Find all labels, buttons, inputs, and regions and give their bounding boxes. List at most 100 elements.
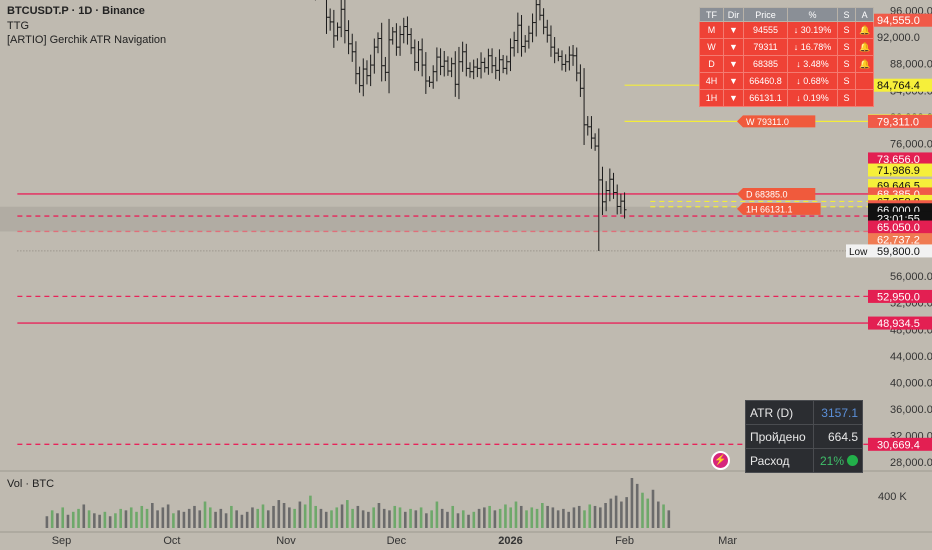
x-tick-label: Sep xyxy=(52,535,72,547)
bell-icon: 🔔 xyxy=(854,55,875,73)
volume-bar xyxy=(446,511,449,528)
price-tag-label: 52,950.0 xyxy=(877,291,920,303)
price-tag-bg xyxy=(868,78,932,92)
volume-bar xyxy=(230,505,233,528)
volume-bar xyxy=(425,513,428,528)
level-marker-text: W 79311.0 xyxy=(746,117,789,127)
price-tag-bg xyxy=(868,30,932,44)
volume-bar xyxy=(66,514,70,528)
pct-header: % xyxy=(787,7,838,22)
volume-bar xyxy=(145,508,149,528)
price-cell: 66131.1 xyxy=(743,89,788,107)
volume-bar xyxy=(309,495,312,528)
volume-bar xyxy=(541,503,544,528)
volume-bar xyxy=(135,511,138,528)
volume-bar xyxy=(77,508,80,528)
level-marker: 1H 66131.1 xyxy=(737,202,821,215)
atr-value: 3157.1 xyxy=(812,400,864,425)
price-cell: 66460.8 xyxy=(743,72,788,90)
price-header: Price xyxy=(743,7,788,22)
symbol-title[interactable]: BTCUSDT.P · 1D · Binance xyxy=(7,5,145,17)
volume-bar xyxy=(245,511,249,528)
volume-bar xyxy=(456,513,460,528)
dir-header: Dir xyxy=(723,7,744,22)
pct-cell: ↓ 30.19% xyxy=(787,21,838,39)
volume-bar xyxy=(530,507,534,528)
y-tick-label: 56,000.0 xyxy=(890,271,932,283)
volume-bar xyxy=(430,510,433,528)
volume-bar xyxy=(319,508,323,528)
volume-bar xyxy=(372,507,375,528)
volume-bar xyxy=(641,492,644,528)
volume-bar xyxy=(514,501,518,528)
y-tick-label: 36,000.0 xyxy=(890,404,932,416)
atr-panel: ATR (D) 3157.1 Пройдено 664.5 Расход 21% xyxy=(745,400,864,473)
direction-down-icon: ▼ xyxy=(723,72,744,90)
bell-icon: 🔔 xyxy=(854,38,875,56)
price-tag-bg xyxy=(868,289,932,303)
status-dot-icon xyxy=(847,454,858,466)
price-tag-bg xyxy=(868,152,932,166)
volume-bar xyxy=(277,500,281,528)
price-tag-label: 73,656.0 xyxy=(877,154,920,166)
lightning-logo-icon[interactable]: ⚡ xyxy=(711,451,730,470)
price-tag-label: 71,986.9 xyxy=(877,165,920,177)
volume-bar xyxy=(182,511,186,528)
volume-bar xyxy=(577,505,581,528)
bell-icon xyxy=(854,72,875,90)
passed-label: Пройдено xyxy=(745,424,814,449)
volume-bar xyxy=(56,513,59,528)
level-marker-shape xyxy=(737,115,816,128)
volume-bar xyxy=(646,498,650,528)
spend-value-cell: 21% xyxy=(812,448,864,473)
volume-bar xyxy=(198,510,202,528)
indicator-gerchik-label[interactable]: [ARTIO] Gerchik ATR Navigation xyxy=(7,34,167,46)
volume-bar xyxy=(314,505,317,528)
volume-bar xyxy=(551,507,555,528)
y-tick-label: 96,000.0 xyxy=(890,6,932,18)
volume-bar xyxy=(498,508,502,528)
s-cell: S xyxy=(837,89,856,107)
pct-cell: ↓ 16.78% xyxy=(787,38,838,56)
low-tag-bg xyxy=(846,244,868,258)
candles xyxy=(314,0,627,251)
price-tag-bg xyxy=(868,233,932,247)
table-row: D ▼ 68385 ↓ 3.48% S 🔔 xyxy=(699,55,875,73)
volume-bar xyxy=(477,508,481,528)
volume-bar xyxy=(161,507,165,528)
volume-bar xyxy=(667,510,671,528)
direction-down-icon: ▼ xyxy=(723,21,744,39)
direction-down-icon: ▼ xyxy=(723,89,744,107)
x-tick-label: 2026 xyxy=(498,535,522,547)
s-cell: S xyxy=(837,38,856,56)
volume-bar xyxy=(93,513,96,528)
indicator-ttg-label[interactable]: TTG xyxy=(7,20,29,32)
x-tick-label: Dec xyxy=(387,535,407,547)
volume-bar xyxy=(609,498,613,528)
price-tag-label: 92,000.0 xyxy=(877,32,920,44)
support-zone xyxy=(0,206,868,232)
y-tick-label: 40,000.0 xyxy=(890,377,932,389)
volume-bar xyxy=(504,504,507,528)
volume-bar xyxy=(519,505,523,528)
level-marker: W 79311.0 xyxy=(737,115,816,128)
volume-bar xyxy=(214,511,217,528)
bell-icon: 🔔 xyxy=(854,21,875,39)
volume-bar xyxy=(98,514,101,528)
s-cell: S xyxy=(837,72,856,90)
volume-bar xyxy=(351,508,354,528)
table-row: 1H ▼ 66131.1 ↓ 0.19% S xyxy=(699,89,875,107)
volume-legend[interactable]: Vol · BTC xyxy=(7,478,55,490)
price-cell: 79311 xyxy=(743,38,788,56)
volume-bar xyxy=(467,514,470,528)
y-tick-label: 76,000.0 xyxy=(890,138,932,150)
volume-bar xyxy=(656,501,660,528)
tf-cell: 1H xyxy=(699,89,724,107)
volume-bar xyxy=(535,508,539,528)
volume-bar xyxy=(440,508,444,528)
level-marker-text: 1H 66131.1 xyxy=(746,204,793,214)
volume-bar xyxy=(208,507,212,528)
volume-bar xyxy=(472,511,476,528)
price-tag-bg xyxy=(868,437,932,451)
